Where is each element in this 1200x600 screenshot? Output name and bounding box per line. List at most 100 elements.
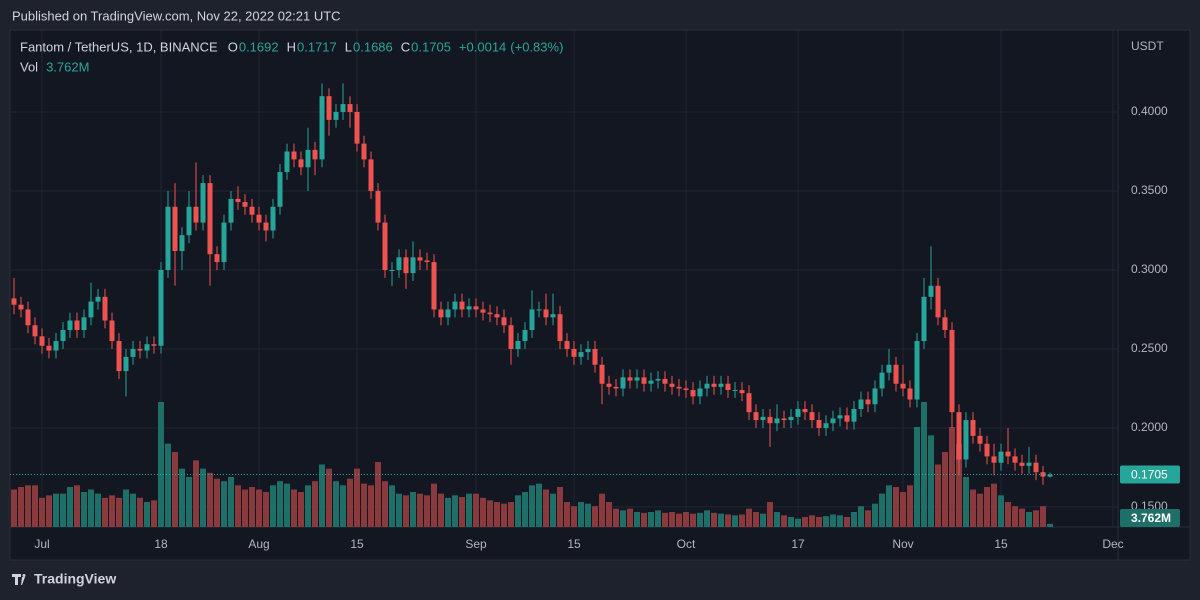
volume-bar <box>816 517 822 527</box>
volume-bar <box>417 493 423 527</box>
candle-body <box>368 159 374 191</box>
candle-body <box>431 262 437 310</box>
candle-body <box>312 149 318 160</box>
candle-body <box>529 309 535 331</box>
candle-body <box>256 214 262 223</box>
volume-bar <box>956 443 962 527</box>
volume-bar <box>963 477 969 527</box>
candle-body <box>228 198 234 223</box>
volume-bar <box>277 481 283 527</box>
volume-bar <box>459 497 465 527</box>
candle-body <box>298 159 304 168</box>
x-tick-label: 15 <box>994 537 1008 551</box>
candle-body <box>172 206 178 252</box>
candle-body <box>424 260 430 263</box>
volume-bar <box>102 497 108 527</box>
volume-bar <box>536 483 542 527</box>
volume-bar <box>333 481 339 527</box>
volume-bar <box>235 485 241 527</box>
candle-body <box>130 348 136 357</box>
volume-bar <box>522 492 528 527</box>
y-tick-label: 0.2000 <box>1131 420 1168 434</box>
candle-body <box>221 222 227 263</box>
candle-body <box>487 312 493 315</box>
volume-bar <box>893 487 899 527</box>
candle-body <box>95 296 101 302</box>
volume-bar <box>669 512 675 527</box>
volume-bar <box>795 518 801 527</box>
candle-body <box>11 298 17 305</box>
candle-body <box>32 325 38 337</box>
candle-body <box>718 383 724 387</box>
x-tick-label: Sep <box>465 537 487 551</box>
candle-body <box>858 399 864 409</box>
volume-bar <box>886 485 892 527</box>
volume-bar <box>998 495 1004 527</box>
candle-body <box>571 348 577 357</box>
volume-bar <box>284 483 290 527</box>
candle-body <box>1012 456 1018 463</box>
candle-body <box>977 435 983 444</box>
candle-body <box>340 104 346 112</box>
candle-body <box>942 317 948 331</box>
volume-bar <box>389 485 395 527</box>
candle-body <box>578 352 584 357</box>
volume-bar <box>39 497 45 527</box>
candle-body <box>949 330 955 413</box>
volume-bar <box>207 472 213 527</box>
volume-bar <box>865 510 871 527</box>
candle-body <box>81 317 87 331</box>
volume-bar <box>627 508 633 527</box>
volume-bar <box>655 510 661 527</box>
candle-body <box>739 390 745 394</box>
volume-bar <box>746 508 752 527</box>
volume-bar <box>431 483 437 527</box>
volume-bar <box>935 464 941 527</box>
volume-bar <box>851 512 857 527</box>
volume-bar <box>697 512 703 527</box>
candle-body <box>410 257 416 274</box>
candle-body <box>88 301 94 318</box>
x-tick-label: Oct <box>677 537 696 551</box>
candle-body <box>935 285 941 318</box>
volume-bar <box>319 464 325 527</box>
volume-bar <box>753 512 759 527</box>
change-pct: (+0.83%) <box>510 39 563 54</box>
candle-body <box>102 296 108 321</box>
candle-body <box>872 388 878 405</box>
volume-bar <box>487 500 493 527</box>
candle-body <box>277 172 283 207</box>
x-tick-label: 17 <box>791 537 805 551</box>
volume-bar <box>221 481 227 527</box>
candle-body <box>837 415 843 419</box>
volume-bar <box>508 502 514 527</box>
volume-bar <box>291 489 297 527</box>
candle-body <box>1019 462 1025 466</box>
volume-bar <box>767 502 773 527</box>
volume-bar <box>95 493 101 527</box>
candle-body <box>347 104 353 112</box>
candle-body <box>725 383 731 391</box>
volume-bar <box>340 485 346 527</box>
volume-bar <box>473 493 479 527</box>
volume-bar <box>88 489 94 527</box>
brand-logo: TradingView <box>12 571 116 587</box>
candle-body <box>452 301 458 310</box>
candle-body <box>620 377 626 389</box>
candle-body <box>606 383 612 387</box>
volume-bar <box>137 497 143 527</box>
candle-body <box>74 320 80 331</box>
candle-body <box>18 304 24 310</box>
candle-body <box>354 111 360 144</box>
candle-body <box>704 383 710 389</box>
volume-bar <box>1012 506 1018 527</box>
y-tick-label: 0.3000 <box>1131 262 1168 276</box>
logo-dot <box>22 574 26 577</box>
candle-body <box>1005 451 1011 457</box>
volume-bar <box>844 517 850 527</box>
volume-bar <box>172 452 178 527</box>
candle-body <box>67 320 73 331</box>
candle-body <box>900 383 906 389</box>
candle-body <box>396 257 402 270</box>
candle-body <box>123 356 129 372</box>
